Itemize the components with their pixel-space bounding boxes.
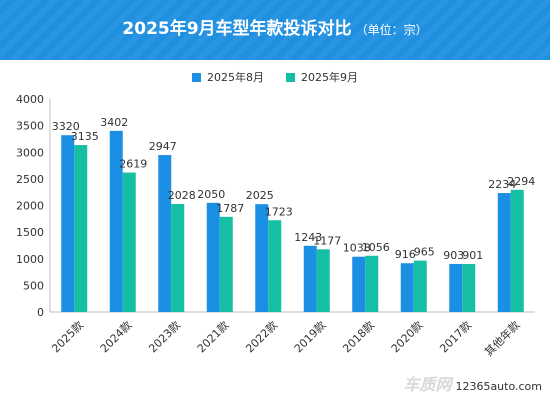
y-tick-label: 2500	[16, 173, 44, 186]
bar-sep	[413, 260, 427, 312]
data-label: 2234	[488, 178, 516, 191]
data-label: 3320	[52, 120, 80, 133]
bar-sep	[74, 145, 88, 312]
data-label: 1723	[265, 205, 293, 218]
data-label: 3135	[71, 130, 99, 143]
data-label: 1243	[294, 231, 322, 244]
bar-aug	[206, 202, 220, 312]
legend-label-aug: 2025年8月	[207, 71, 264, 84]
legend-label-sep: 2025年9月	[301, 71, 358, 84]
watermark-logo: 车质网	[403, 375, 452, 394]
bar-sep	[316, 249, 330, 312]
bar-sep	[462, 264, 476, 312]
bar-aug	[158, 155, 172, 312]
y-tick-label: 3500	[16, 120, 44, 133]
legend-item-aug: 2025年8月	[192, 69, 264, 85]
watermark: 车质网 12365auto.com	[403, 371, 542, 395]
bar-aug	[109, 130, 123, 312]
y-tick-label: 4000	[16, 93, 44, 106]
bar-sep	[171, 204, 185, 312]
legend-swatch-aug	[192, 72, 201, 82]
y-tick-label: 0	[37, 306, 44, 319]
data-label: 1056	[362, 241, 390, 254]
x-tick-label: 2022款	[243, 318, 280, 355]
x-tick-label: 2021款	[194, 318, 231, 355]
y-tick-label: 500	[23, 279, 44, 292]
data-label: 2294	[507, 175, 535, 188]
data-label: 2028	[168, 189, 196, 202]
legend-swatch-sep	[286, 72, 295, 82]
data-label: 2947	[149, 140, 177, 153]
chart-unit: （单位：宗）	[355, 23, 428, 37]
bar-sep	[268, 220, 282, 312]
data-label: 2619	[119, 158, 147, 171]
bar-aug	[449, 263, 463, 312]
y-tick-label: 1500	[16, 226, 44, 239]
bar-aug	[61, 135, 75, 312]
x-tick-label: 2023款	[146, 318, 183, 355]
bar-aug	[497, 193, 511, 312]
data-label: 3402	[100, 116, 128, 129]
x-tick-label: 2024款	[97, 318, 134, 355]
bar-sep	[510, 189, 524, 312]
data-label: 965	[414, 246, 435, 259]
chart-title: 2025年9月车型年款投诉对比	[122, 19, 352, 39]
x-tick-label: 2019款	[291, 318, 328, 355]
y-tick-label: 1000	[16, 253, 44, 266]
data-label: 916	[395, 248, 416, 261]
data-label: 1038	[343, 242, 371, 255]
legend-item-sep: 2025年9月	[286, 69, 358, 85]
bar-aug	[400, 263, 414, 312]
x-tick-label: 2017款	[437, 318, 474, 355]
data-label: 2025	[246, 189, 274, 202]
bar-sep	[122, 172, 136, 312]
y-tick-label: 2000	[16, 200, 44, 213]
x-tick-label: 2020款	[388, 318, 425, 355]
chart-legend: 2025年8月 2025年9月	[0, 69, 550, 85]
title-banner: 2025年9月车型年款投诉对比 （单位：宗）	[0, 0, 550, 60]
data-label: 901	[462, 249, 483, 262]
watermark-url: 12365auto.com	[455, 380, 542, 393]
data-label: 2050	[197, 188, 225, 201]
data-label: 1177	[313, 234, 341, 247]
x-tick-label: 2025款	[49, 318, 86, 355]
bar-sep	[219, 216, 233, 312]
data-label: 903	[443, 249, 464, 262]
y-tick-label: 3000	[16, 146, 44, 159]
page-title: 2025年9月车型年款投诉对比 （单位：宗）	[0, 14, 550, 39]
data-label: 1787	[216, 202, 244, 215]
bar-aug	[303, 245, 317, 312]
x-tick-label: 2018款	[340, 318, 377, 355]
bar-aug	[352, 256, 366, 312]
x-tick-label: 其他年款	[482, 318, 523, 359]
bar-aug	[255, 204, 269, 312]
bar-sep	[365, 255, 379, 312]
